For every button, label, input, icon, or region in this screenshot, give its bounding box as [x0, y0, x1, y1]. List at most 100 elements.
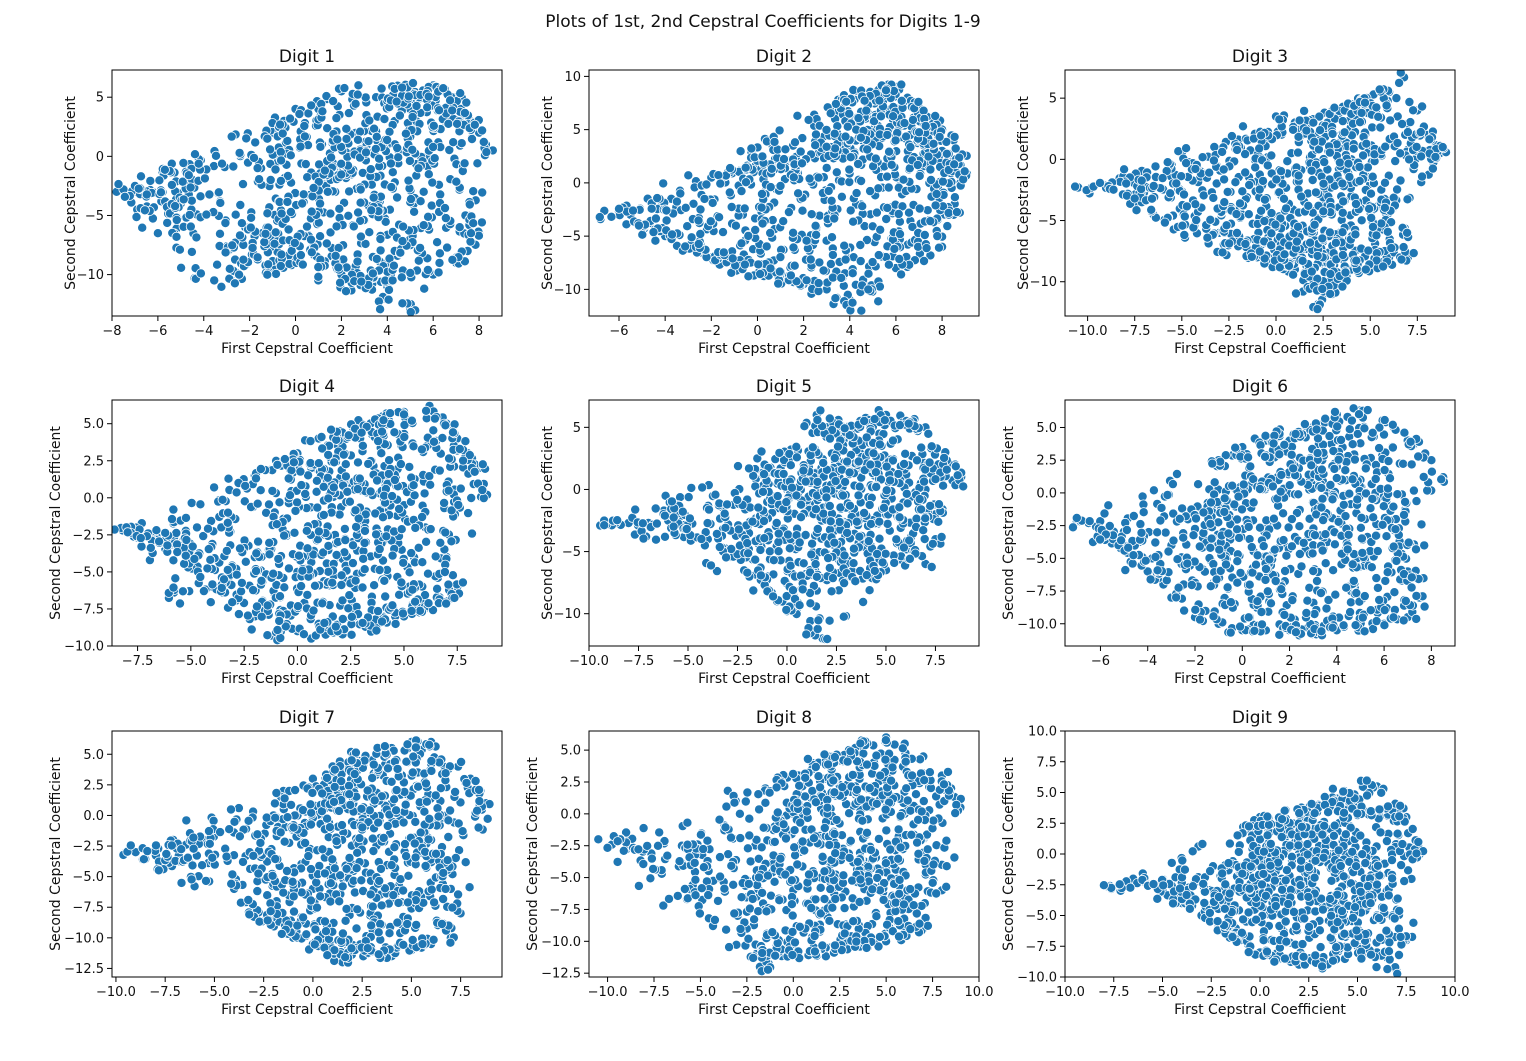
chart-1-point [275, 175, 286, 186]
chart-4-point [365, 486, 376, 497]
chart-3-point [1325, 268, 1336, 279]
chart-3-point [1351, 255, 1362, 266]
chart-1-point [350, 98, 361, 109]
chart-3-point [1205, 214, 1216, 225]
chart-4-point [371, 625, 382, 636]
chart-4-point [447, 427, 458, 438]
chart-3-point [1148, 180, 1159, 191]
chart-4-point [346, 611, 357, 622]
chart-5-title: Digit 5 [756, 377, 812, 397]
chart-2-point [693, 238, 704, 249]
chart-1-point [363, 136, 374, 147]
chart-5-point [733, 461, 744, 472]
chart-3-point [1337, 116, 1348, 127]
chart-4-point [308, 605, 319, 616]
chart-2-point [718, 227, 729, 238]
chart-1-point [270, 227, 281, 238]
chart-1-point [364, 227, 375, 238]
chart-1-point [193, 158, 204, 169]
chart-4-point [203, 544, 214, 555]
chart-1-point [185, 182, 196, 193]
chart-1-point [397, 236, 408, 247]
chart-2-point [724, 187, 735, 198]
chart-1-point [245, 222, 256, 233]
chart-5-point [904, 553, 915, 564]
chart-5-point [810, 559, 821, 570]
chart-2-point [755, 268, 766, 279]
chart-5-point [939, 452, 950, 463]
chart-5-point [650, 503, 661, 514]
chart-3-point [1219, 174, 1230, 185]
chart-3-point [1351, 198, 1362, 209]
chart-3-point [1299, 105, 1310, 116]
chart-1-point [466, 133, 477, 144]
chart-4-point [460, 436, 471, 447]
chart-2-point [778, 216, 789, 227]
chart-1-ytick-label: −5 [85, 209, 104, 224]
chart-5-point [872, 549, 883, 560]
chart-2-point [736, 238, 747, 249]
chart-2-point [921, 243, 932, 254]
chart-3-point [1380, 141, 1391, 152]
chart-4-point [409, 490, 420, 501]
chart-2-point [699, 193, 710, 204]
chart-2-point [739, 203, 750, 214]
chart-4-point [248, 585, 259, 596]
chart-1-point [465, 236, 476, 247]
chart-4-point [427, 605, 438, 616]
chart-1-point [276, 155, 287, 166]
chart-3-xlabel: First Cepstral Coefficient [1174, 341, 1346, 357]
chart-5-point [859, 507, 870, 518]
chart-3-point [1291, 288, 1302, 299]
chart-4-point [417, 512, 428, 523]
chart-1-point [186, 246, 197, 257]
chart-5-point [787, 482, 798, 493]
chart-4-point [296, 581, 307, 592]
chart-1-point [237, 179, 248, 190]
chart-4-point [231, 487, 242, 498]
chart-3-point [1230, 177, 1241, 188]
chart-1-point [184, 209, 195, 220]
chart-2-frame [588, 69, 980, 317]
chart-1-point [375, 233, 386, 244]
chart-2-point [810, 140, 821, 151]
chart-4-point [428, 436, 439, 447]
chart-1-point [154, 175, 165, 186]
chart-1-point [375, 304, 386, 315]
chart-3-point [1306, 266, 1317, 277]
chart-4-point [377, 512, 388, 523]
chart-4-point [236, 586, 247, 597]
chart-3-point [1405, 117, 1416, 128]
chart-1-point [248, 152, 259, 163]
chart-6-point-cloud [1068, 403, 1449, 641]
chart-4-point [180, 550, 191, 561]
chart-3-point-cloud [1070, 70, 1452, 315]
chart-4-point [262, 630, 273, 641]
chart-1-point [262, 208, 273, 219]
chart-3-point [1181, 143, 1192, 154]
chart-2-point [801, 235, 812, 246]
chart-4-point [399, 431, 410, 442]
chart-3-point [1224, 238, 1235, 249]
chart-3-point [1356, 215, 1367, 226]
chart-1-point [263, 259, 274, 270]
chart-1-point [461, 97, 472, 108]
chart-2-point [913, 96, 924, 107]
chart-3-point [1266, 208, 1277, 219]
chart-5-point [801, 629, 812, 640]
chart-4-point [233, 609, 244, 620]
chart-3-point [1358, 150, 1369, 161]
chart-3-point [1276, 166, 1287, 177]
chart-4-point [279, 454, 290, 465]
chart-3-point [1108, 184, 1119, 195]
chart-2-point [813, 172, 824, 183]
chart-3-point [1240, 149, 1251, 160]
chart-3-point [1232, 227, 1243, 238]
chart-5-point [900, 448, 911, 459]
chart-3-frame [1064, 69, 1456, 317]
chart-3-point [1424, 134, 1435, 145]
chart-4-point [330, 621, 341, 632]
chart-5-point [638, 533, 649, 544]
chart-4-point [372, 475, 383, 486]
